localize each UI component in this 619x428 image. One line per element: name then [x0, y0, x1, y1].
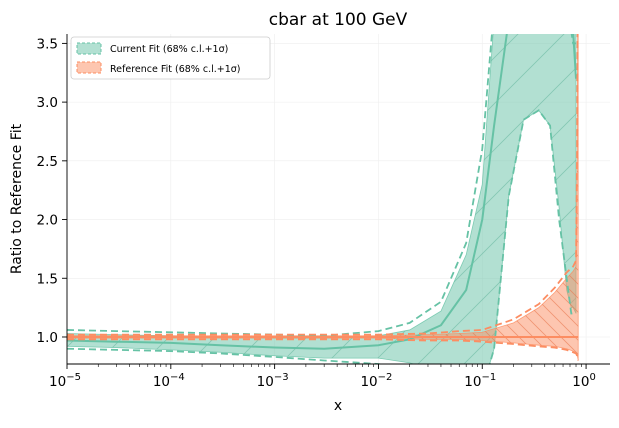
x-axis-label: x	[334, 398, 342, 414]
y-tick-label: 1.0	[37, 330, 58, 346]
y-tick-label: 2.5	[37, 154, 58, 170]
x-tick-label: 100	[572, 372, 596, 390]
y-tick-label: 3.0	[37, 95, 58, 111]
chart-title: cbar at 100 GeV	[269, 10, 408, 30]
dashed-lower-current	[67, 109, 577, 364]
x-tick-label: 10−5	[49, 372, 81, 390]
y-tick-label: 1.5	[37, 271, 58, 287]
x-tick-label: 10−2	[360, 372, 392, 390]
dashed-upper-reference	[67, 34, 579, 336]
series-lines	[67, 34, 580, 364]
legend-entry-reference: Reference Fit (68% c.l.+1σ)	[76, 61, 241, 75]
legend-frame	[70, 36, 271, 80]
y-tick-label: 2.0	[37, 213, 58, 229]
x-tick-label: 10−4	[153, 372, 185, 390]
chart-legend: Current Fit (68% c.l.+1σ) Reference Fit …	[70, 36, 271, 80]
band-hatch-reference	[67, 34, 579, 361]
y-axis-label: Ratio to Reference Fit	[9, 123, 25, 274]
x-tick-label: 10−1	[464, 372, 496, 390]
legend-swatch-current	[76, 42, 102, 55]
legend-entry-current: Current Fit (68% c.l.+1σ)	[76, 42, 228, 55]
y-tick-label: 3.5	[37, 36, 58, 52]
y-axis-ticks: 1.0 1.5 2.0 2.5 3.0 3.5	[37, 36, 67, 346]
x-axis-ticks: 10−5 10−4 10−3 10−2 10−1 100	[49, 364, 596, 390]
central-line-current	[67, 34, 578, 350]
x-tick-label: 10−3	[257, 372, 289, 390]
band-hatch-current	[67, 34, 577, 364]
legend-label-reference: Reference Fit (68% c.l.+1σ)	[110, 64, 241, 75]
dashed-lower-reference	[67, 338, 580, 361]
legend-label-current: Current Fit (68% c.l.+1σ)	[110, 44, 228, 55]
legend-swatch-reference	[76, 61, 102, 74]
